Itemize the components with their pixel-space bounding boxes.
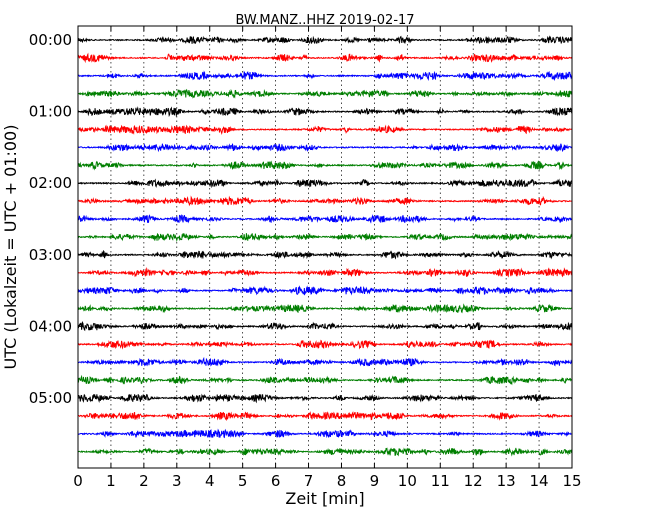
trace-0515	[77, 411, 573, 421]
x-tick-label: 1	[106, 472, 116, 490]
plot-frame	[77, 25, 573, 469]
trace-0045	[77, 88, 573, 99]
x-tick-label: 2	[139, 472, 149, 490]
trace-0015	[77, 52, 573, 64]
x-tick-label: 5	[238, 472, 248, 490]
vertical-grid	[110, 26, 540, 468]
trace-0200	[77, 178, 573, 189]
x-tick-label: 12	[464, 472, 483, 490]
x-tick-label: 3	[172, 472, 182, 490]
y-tick-label: 01:00	[29, 103, 72, 121]
x-tick-label: 10	[398, 472, 417, 490]
trace-0545	[77, 447, 573, 457]
x-tick-label: 14	[530, 472, 549, 490]
y-tick-label: 05:00	[29, 389, 72, 407]
y-tick-label: 00:00	[29, 31, 72, 49]
trace-0100	[77, 106, 573, 118]
trace-0230	[77, 214, 573, 224]
trace-0215	[77, 195, 573, 207]
trace-0000	[77, 35, 573, 45]
trace-0245	[77, 232, 573, 243]
x-tick-label: 8	[337, 472, 347, 490]
trace-0030	[77, 70, 573, 82]
trace-0115	[77, 124, 573, 135]
x-axis-label: Zeit [min]	[285, 489, 364, 508]
y-tick-label: 04:00	[29, 317, 72, 335]
trace-0400	[77, 320, 573, 332]
trace-0445	[77, 374, 573, 386]
x-tick-label: 4	[205, 472, 215, 490]
trace-0145	[77, 160, 573, 171]
trace-0500	[77, 393, 573, 404]
x-tick-label: 0	[73, 472, 83, 490]
seismic-traces	[77, 35, 573, 457]
trace-0530	[77, 428, 573, 439]
chart-title: BW.MANZ..HHZ 2019-02-17	[235, 13, 414, 28]
y-axis-label: UTC (Lokalzeit = UTC + 01:00)	[1, 125, 20, 370]
x-tick-label: 6	[271, 472, 281, 490]
x-tick-label: 15	[562, 472, 581, 490]
x-axis-ticks: 0 1 2 3 4 5 6 7 8 9 10 11 12 13 14 15	[73, 26, 582, 490]
x-tick-label: 9	[370, 472, 380, 490]
trace-0345	[77, 303, 573, 314]
trace-0315	[77, 267, 573, 278]
trace-0300	[77, 249, 573, 260]
y-tick-label: 03:00	[29, 246, 72, 264]
x-tick-label: 13	[497, 472, 516, 490]
trace-0430	[77, 356, 573, 367]
trace-0130	[77, 143, 573, 153]
x-tick-label: 11	[431, 472, 450, 490]
x-tick-label: 7	[304, 472, 314, 490]
trace-0415	[77, 339, 573, 350]
y-axis-ticks: 00:00 01:00 02:00 03:00 04:00 05:00	[29, 31, 572, 407]
y-tick-label: 02:00	[29, 174, 72, 192]
trace-0330	[77, 285, 573, 296]
